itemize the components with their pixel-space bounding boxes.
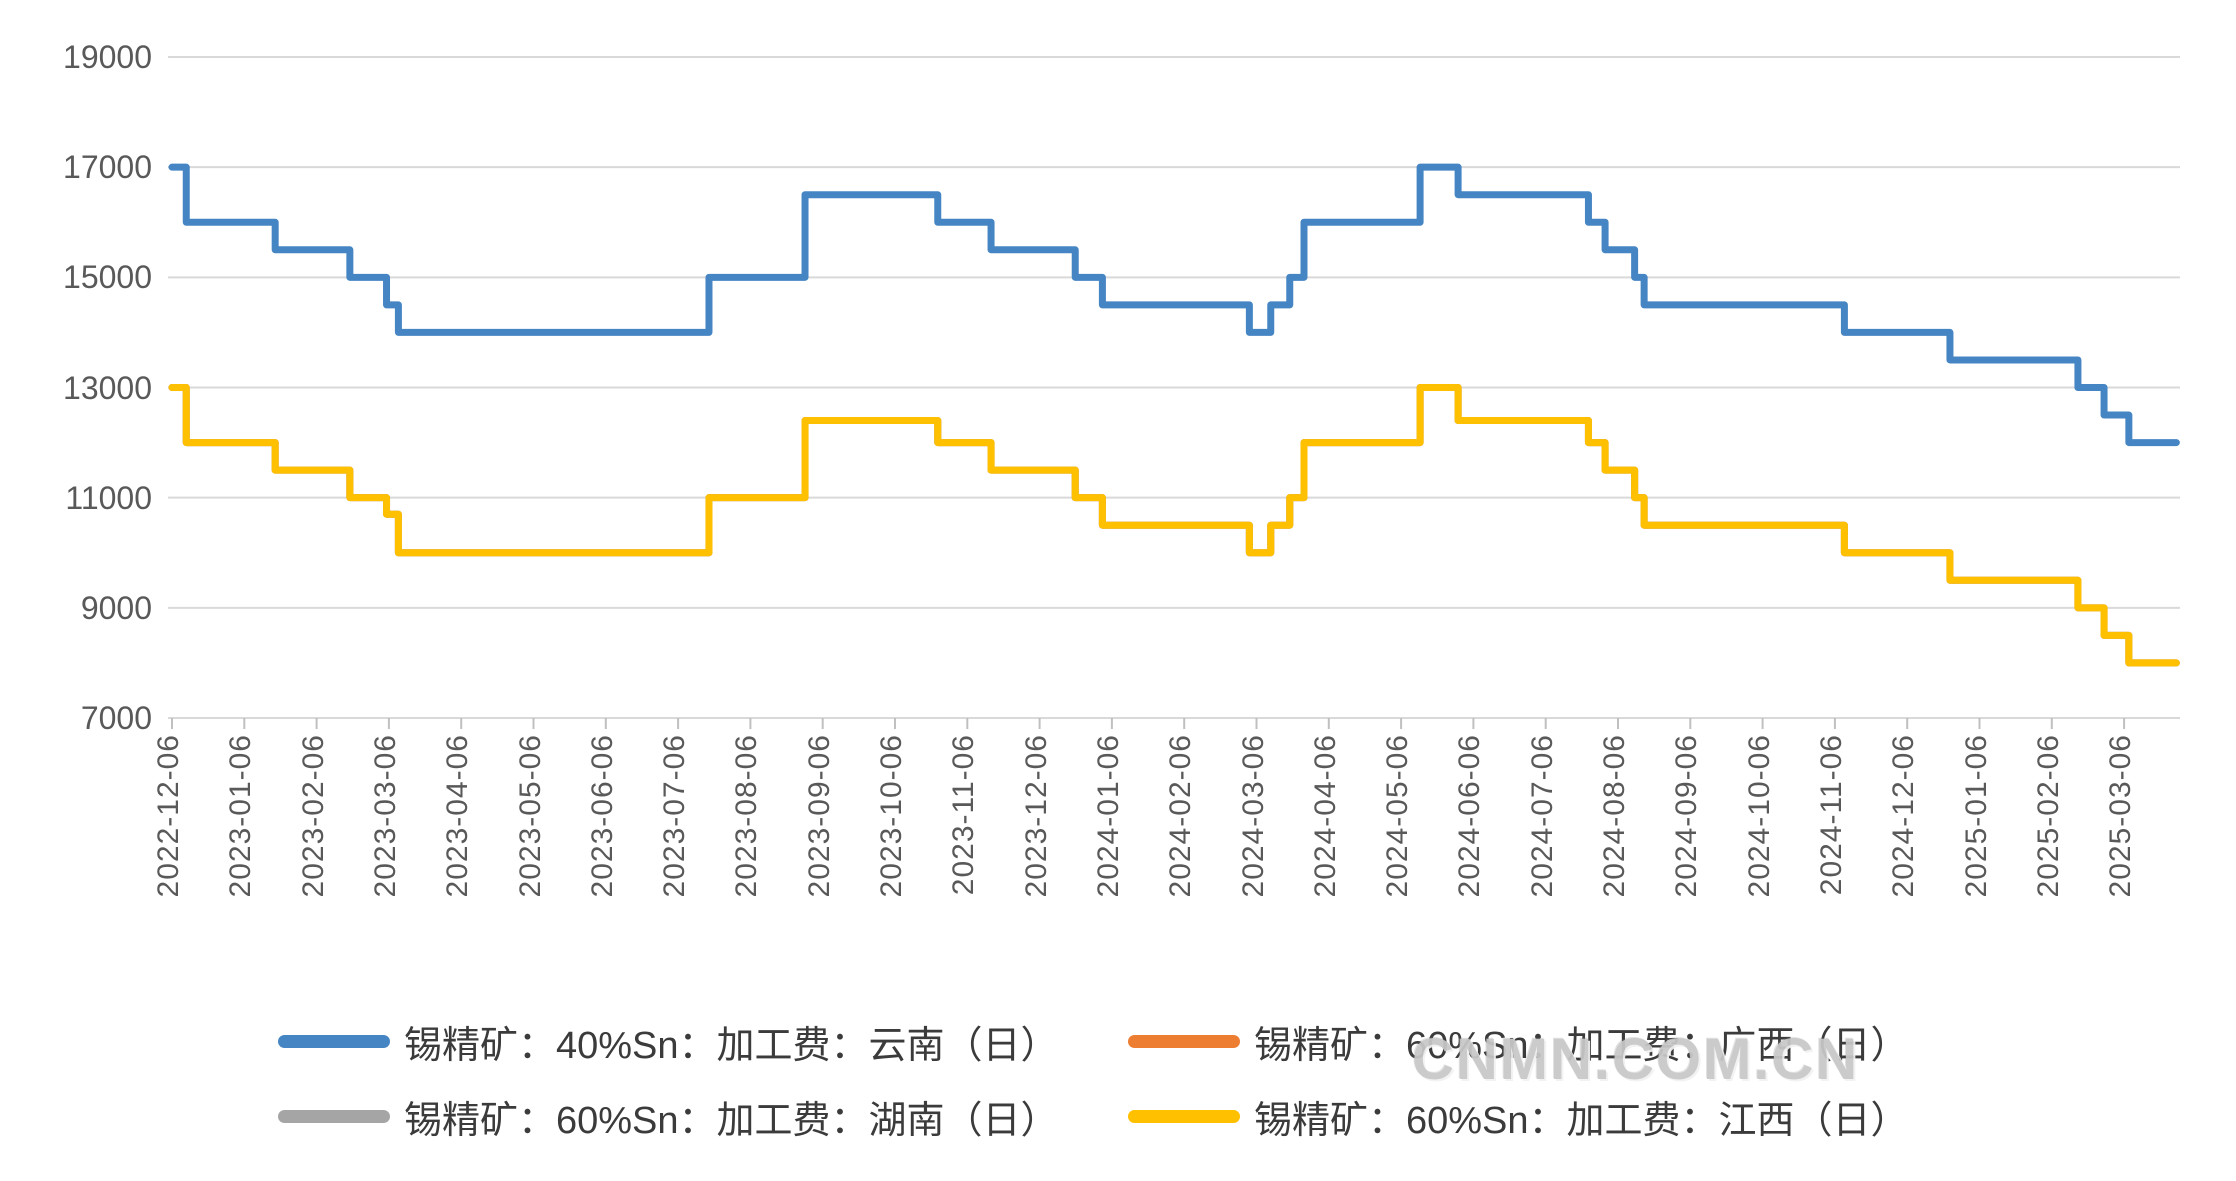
x-axis-label: 2024-10-06 [1742, 734, 1776, 898]
y-axis-label: 15000 [63, 259, 152, 296]
x-axis-label: 2025-03-06 [2104, 734, 2138, 898]
x-axis-label: 2025-01-06 [1959, 734, 1993, 898]
x-axis-label: 2023-06-06 [585, 734, 619, 898]
x-axis-label: 2023-01-06 [224, 734, 258, 898]
watermark: CNMN.COM.CN [1412, 1027, 1860, 1092]
legend-item-hunan-60sn: 锡精矿：60%Sn：加工费：湖南（日） [278, 1089, 1059, 1143]
x-axis-label: 2024-09-06 [1670, 734, 1704, 898]
x-axis-label: 2023-09-06 [802, 734, 836, 898]
legend-swatch-guangxi-60sn [1128, 1034, 1240, 1048]
y-axis-label: 7000 [80, 700, 152, 736]
series-line-jiangxi-60sn [168, 384, 2180, 667]
legend-item-jiangxi-60sn: 锡精矿：60%Sn：加工费：江西（日） [1128, 1089, 1909, 1143]
legend-swatch-hunan-60sn [278, 1109, 390, 1123]
x-axis-label: 2025-02-06 [2031, 734, 2065, 898]
legend-label-guangxi-60sn: 锡精矿：60%Sn：加工费：广西（日） [1254, 1024, 1909, 1067]
x-axis-label: 2024-08-06 [1598, 734, 1631, 898]
x-axis-label: 2023-08-06 [730, 734, 764, 898]
x-axis-label: 2024-04-06 [1308, 734, 1342, 898]
x-axis-label: 2023-03-06 [368, 734, 402, 898]
y-axis-label: 17000 [63, 149, 152, 186]
legend-swatch-jiangxi-60sn [1128, 1109, 1240, 1123]
x-axis-label: 2023-07-06 [658, 734, 692, 898]
x-axis-label: 2024-07-06 [1525, 734, 1559, 898]
x-axis-label: 2023-10-06 [875, 734, 908, 898]
x-axis-label: 2022-12-06 [152, 734, 185, 898]
legend-label-hunan-60sn: 锡精矿：60%Sn：加工费：湖南（日） [404, 1099, 1059, 1142]
x-axis-label: 2023-11-06 [947, 734, 981, 896]
x-axis-label: 2024-05-06 [1381, 734, 1415, 898]
x-axis-label: 2024-02-06 [1164, 734, 1198, 898]
x-axis-label: 2023-05-06 [513, 734, 547, 898]
legend-item-yunnan-40sn: 锡精矿：40%Sn：加工费：云南（日） [278, 1014, 1059, 1068]
legend-item-guangxi-60sn: 锡精矿：60%Sn：加工费：广西（日） [1128, 1014, 1909, 1068]
y-axis-label: 13000 [63, 369, 152, 406]
x-axis-label: 2024-01-06 [1091, 734, 1125, 898]
y-axis-label: 9000 [80, 589, 152, 626]
x-axis-label: 2024-03-06 [1236, 734, 1270, 898]
legend-swatch-yunnan-40sn [278, 1034, 390, 1048]
legend-label-yunnan-40sn: 锡精矿：40%Sn：加工费：云南（日） [404, 1024, 1059, 1067]
x-axis-label: 2024-11-06 [1814, 734, 1848, 896]
x-axis-label: 2023-02-06 [296, 734, 330, 898]
x-axis-label: 2024-06-06 [1453, 734, 1487, 898]
x-axis-label: 2024-12-06 [1887, 734, 1921, 898]
y-axis-label: 11000 [65, 479, 152, 516]
x-axis-label: 2023-12-06 [1019, 734, 1053, 898]
series-line-yunnan-40sn [168, 163, 2180, 447]
x-axis-label: 2023-04-06 [441, 734, 475, 898]
y-axis-label: 19000 [63, 39, 152, 75]
legend-label-jiangxi-60sn: 锡精矿：60%Sn：加工费：江西（日） [1254, 1099, 1909, 1142]
